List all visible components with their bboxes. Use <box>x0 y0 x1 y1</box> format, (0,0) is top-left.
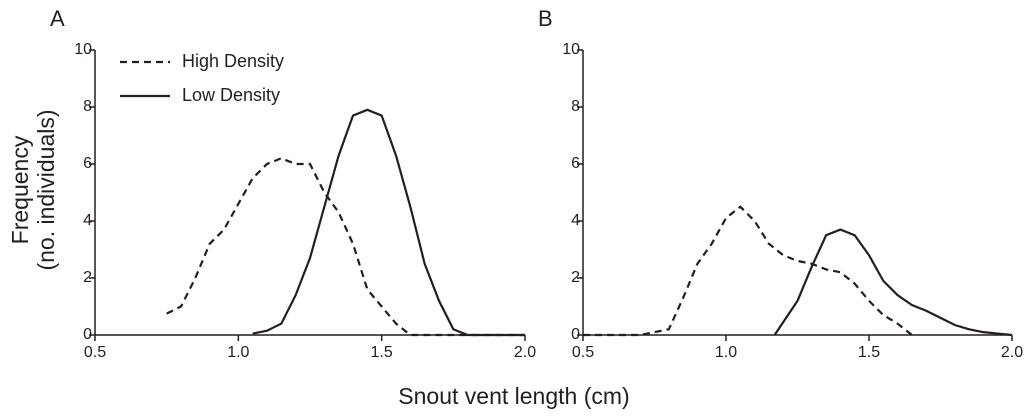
y-tick-label: 10 <box>74 41 92 58</box>
data-line <box>773 228 1013 337</box>
x-tick-label: 2.0 <box>514 344 536 361</box>
x-axis-title: Snout vent length (cm) <box>398 383 629 409</box>
y-tick-label: 0 <box>571 326 580 343</box>
data-line <box>166 157 525 337</box>
legend-label: High Density <box>182 51 284 71</box>
data-line <box>583 205 913 337</box>
x-tick-label: 1.0 <box>715 344 737 361</box>
y-axis-title: Frequency <box>7 135 33 244</box>
x-tick-label: 1.5 <box>371 344 393 361</box>
y-tick-label: 0 <box>83 326 92 343</box>
y-tick-label: 6 <box>83 155 92 172</box>
x-tick-label: 1.0 <box>227 344 249 361</box>
legend-label: Low Density <box>182 85 280 105</box>
y-tick-label: 4 <box>83 212 92 229</box>
x-tick-label: 2.0 <box>1001 344 1023 361</box>
y-tick-label: 4 <box>571 212 580 229</box>
y-tick-label: 8 <box>571 98 580 115</box>
y-tick-label: 2 <box>83 269 92 286</box>
panel-label: B <box>538 6 553 31</box>
y-tick-label: 10 <box>562 41 580 58</box>
x-tick-label: 1.5 <box>858 344 880 361</box>
y-axis-title: (no. individuals) <box>33 109 59 270</box>
y-tick-label: 2 <box>571 269 580 286</box>
y-tick-label: 8 <box>83 98 92 115</box>
x-tick-label: 0.5 <box>572 344 594 361</box>
y-tick-label: 6 <box>571 155 580 172</box>
data-line <box>252 108 525 337</box>
x-tick-label: 0.5 <box>84 344 106 361</box>
panel-label: A <box>50 6 65 31</box>
